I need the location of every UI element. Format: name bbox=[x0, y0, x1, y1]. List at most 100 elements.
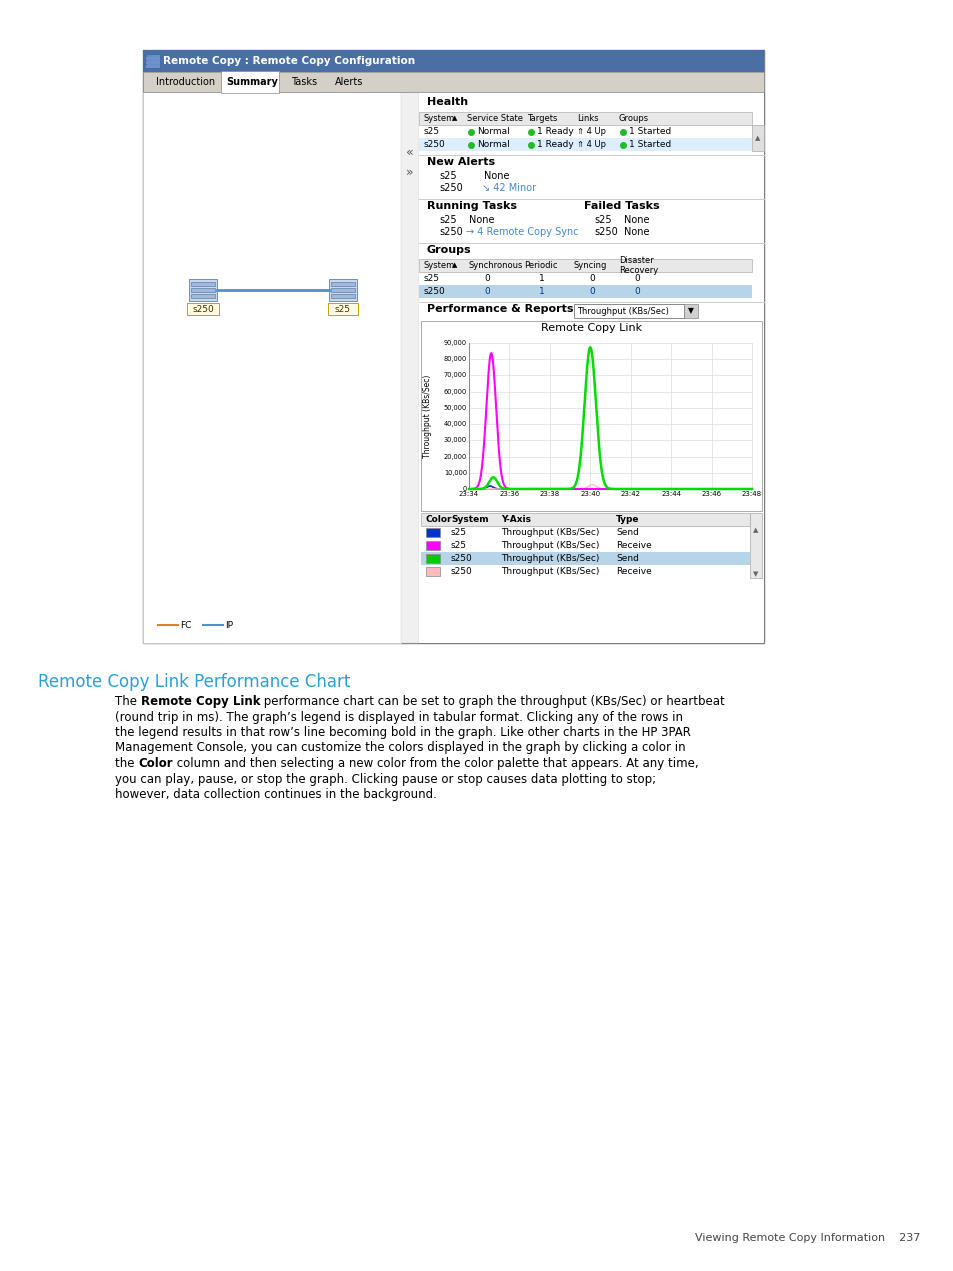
Bar bbox=[574, 304, 683, 318]
Text: Performance & Reports: Performance & Reports bbox=[427, 304, 573, 314]
Bar bbox=[418, 139, 751, 151]
Bar bbox=[191, 295, 214, 299]
Text: 1 Ready: 1 Ready bbox=[537, 140, 573, 149]
Text: «: « bbox=[406, 145, 414, 159]
Bar bbox=[189, 280, 216, 301]
Text: Synchronous: Synchronous bbox=[469, 261, 523, 269]
Text: Remote Copy Link: Remote Copy Link bbox=[540, 323, 641, 333]
Bar bbox=[143, 50, 763, 643]
Text: Viewing Remote Copy Information    237: Viewing Remote Copy Information 237 bbox=[694, 1233, 919, 1243]
Text: Send: Send bbox=[616, 554, 639, 563]
Text: None: None bbox=[483, 172, 509, 180]
Text: 0: 0 bbox=[634, 287, 639, 296]
Bar bbox=[426, 527, 439, 538]
Bar bbox=[191, 282, 214, 286]
Bar bbox=[329, 280, 356, 301]
Text: Color: Color bbox=[138, 758, 172, 770]
Bar bbox=[146, 61, 160, 64]
Text: Failed Tasks: Failed Tasks bbox=[583, 201, 659, 211]
Text: 23:44: 23:44 bbox=[660, 491, 680, 497]
Text: column and then selecting a new color from the color palette that appears. At an: column and then selecting a new color fr… bbox=[172, 758, 698, 770]
Text: however, data collection continues in the background.: however, data collection continues in th… bbox=[115, 788, 436, 801]
Text: Groups: Groups bbox=[618, 114, 648, 123]
Text: you can play, pause, or stop the graph. Clicking pause or stop causes data plott: you can play, pause, or stop the graph. … bbox=[115, 773, 656, 785]
Bar bbox=[143, 50, 763, 72]
Text: Color: Color bbox=[426, 515, 452, 524]
Text: 23:34: 23:34 bbox=[458, 491, 478, 497]
Bar bbox=[400, 92, 418, 643]
Text: Health: Health bbox=[427, 97, 468, 107]
Bar bbox=[191, 289, 214, 292]
Text: Remote Copy Link: Remote Copy Link bbox=[141, 695, 260, 708]
Text: ▲: ▲ bbox=[452, 263, 456, 268]
Text: Throughput (KBs/Sec): Throughput (KBs/Sec) bbox=[423, 375, 432, 458]
Bar bbox=[418, 285, 751, 297]
Bar bbox=[146, 53, 160, 69]
Text: s25: s25 bbox=[438, 172, 456, 180]
Bar bbox=[331, 289, 355, 292]
Text: »: » bbox=[406, 165, 414, 178]
Text: (round trip in ms). The graph’s legend is displayed in tabular format. Clicking : (round trip in ms). The graph’s legend i… bbox=[115, 710, 682, 723]
Text: Syncing: Syncing bbox=[574, 261, 607, 269]
Bar bbox=[418, 259, 751, 272]
Text: Service State: Service State bbox=[467, 114, 522, 123]
Text: 23:38: 23:38 bbox=[539, 491, 559, 497]
Text: ▼: ▼ bbox=[687, 306, 693, 315]
Text: Disaster
Recovery: Disaster Recovery bbox=[618, 255, 658, 276]
Text: s250: s250 bbox=[438, 183, 462, 193]
Text: s25: s25 bbox=[451, 541, 467, 550]
Text: s250: s250 bbox=[423, 140, 445, 149]
Text: 20,000: 20,000 bbox=[443, 454, 467, 460]
Text: ⇑ 4 Up: ⇑ 4 Up bbox=[577, 140, 605, 149]
Bar bbox=[426, 567, 439, 576]
Text: 0: 0 bbox=[588, 275, 594, 283]
Text: Running Tasks: Running Tasks bbox=[427, 201, 517, 211]
Text: ▼: ▼ bbox=[753, 571, 758, 577]
Text: 40,000: 40,000 bbox=[443, 421, 467, 427]
Bar bbox=[221, 71, 278, 93]
Text: Tasks: Tasks bbox=[291, 78, 316, 86]
Text: ▲: ▲ bbox=[452, 116, 456, 122]
Text: Throughput (KBs/Sec): Throughput (KBs/Sec) bbox=[500, 527, 598, 538]
Bar bbox=[420, 322, 761, 511]
Bar bbox=[143, 72, 763, 92]
Text: 23:42: 23:42 bbox=[620, 491, 640, 497]
Text: The: The bbox=[115, 695, 141, 708]
Text: 90,000: 90,000 bbox=[443, 341, 467, 346]
Bar bbox=[187, 304, 219, 315]
Text: FC: FC bbox=[180, 620, 192, 629]
Text: Y-Axis: Y-Axis bbox=[500, 515, 531, 524]
Text: None: None bbox=[469, 215, 494, 225]
Bar bbox=[328, 304, 357, 315]
Text: s25: s25 bbox=[451, 527, 467, 538]
Text: Throughput (KBs/Sec): Throughput (KBs/Sec) bbox=[577, 306, 668, 315]
Text: 0: 0 bbox=[588, 287, 594, 296]
Text: 0: 0 bbox=[483, 287, 489, 296]
Text: 0: 0 bbox=[462, 486, 467, 492]
Text: Remote Copy Link Performance Chart: Remote Copy Link Performance Chart bbox=[38, 674, 350, 691]
Bar bbox=[143, 92, 400, 643]
Text: Targets: Targets bbox=[526, 114, 557, 123]
Text: Alerts: Alerts bbox=[335, 78, 363, 86]
Text: 80,000: 80,000 bbox=[443, 356, 467, 362]
Text: the legend results in that row’s line becoming bold in the graph. Like other cha: the legend results in that row’s line be… bbox=[115, 726, 690, 738]
Text: 70,000: 70,000 bbox=[443, 372, 467, 379]
Text: Type: Type bbox=[616, 515, 639, 524]
Bar bbox=[751, 125, 763, 151]
Text: ↘ 42 Minor: ↘ 42 Minor bbox=[481, 183, 536, 193]
Text: s250: s250 bbox=[438, 228, 462, 236]
Text: 0: 0 bbox=[483, 275, 489, 283]
Text: ⇑ 4 Up: ⇑ 4 Up bbox=[577, 127, 605, 136]
Text: Throughput (KBs/Sec): Throughput (KBs/Sec) bbox=[500, 541, 598, 550]
Text: 23:40: 23:40 bbox=[579, 491, 599, 497]
Bar bbox=[146, 64, 160, 69]
Text: s250: s250 bbox=[192, 305, 213, 314]
Text: s25: s25 bbox=[438, 215, 456, 225]
Text: Periodic: Periodic bbox=[523, 261, 557, 269]
Text: Management Console, you can customize the colors displayed in the graph by click: Management Console, you can customize th… bbox=[115, 741, 685, 755]
Text: Throughput (KBs/Sec): Throughput (KBs/Sec) bbox=[500, 554, 598, 563]
Bar bbox=[331, 282, 355, 286]
Text: s250: s250 bbox=[594, 228, 618, 236]
Text: 1: 1 bbox=[538, 287, 544, 296]
Text: 23:48: 23:48 bbox=[741, 491, 761, 497]
